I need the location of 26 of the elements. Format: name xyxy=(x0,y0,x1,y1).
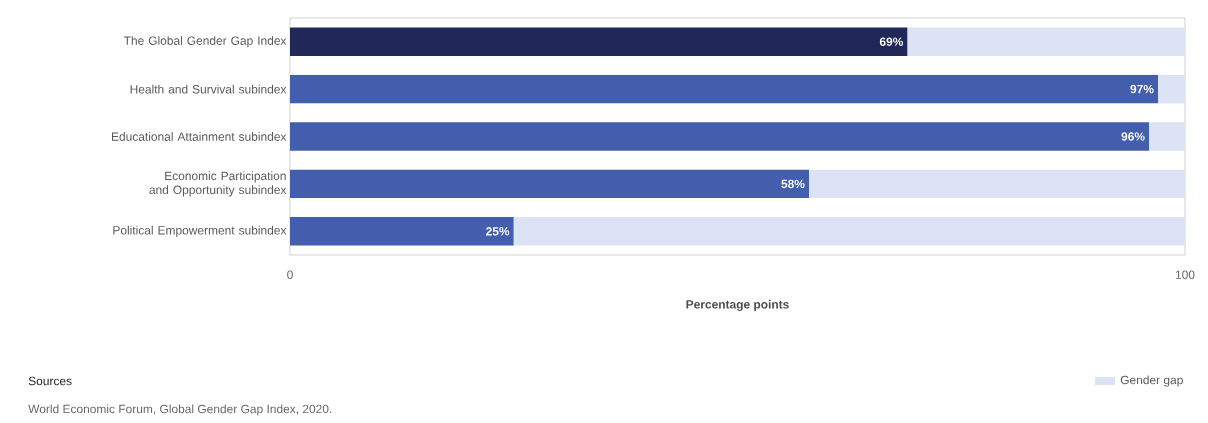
y-tick-label: The Global Gender Gap Index xyxy=(123,36,287,48)
y-tick-label: Educational Attainment subindex xyxy=(112,132,287,141)
bar xyxy=(1149,122,1186,151)
y-tick-label: Economic Participation and Opportunity subindex xyxy=(149,171,287,197)
bar xyxy=(809,169,1186,199)
bar xyxy=(290,122,1150,151)
y-tick-label: Health and Survival subindex xyxy=(130,84,287,94)
x-tick-label: 0 xyxy=(287,270,293,279)
data-label: 69% xyxy=(879,37,904,46)
text: Sources xyxy=(28,376,72,386)
bar xyxy=(290,169,810,199)
y-tick-label: Political Empowerment subindex xyxy=(113,225,287,237)
bar xyxy=(290,217,514,246)
bar xyxy=(513,217,1186,246)
bar xyxy=(1158,74,1186,104)
text: World Economic Forum, Global Gender Gap Index, 2020. xyxy=(28,404,332,416)
data-label: 25% xyxy=(486,227,510,236)
legend-label: Gender gap xyxy=(1120,375,1183,387)
bar xyxy=(290,74,1159,104)
data-label: 97% xyxy=(1130,84,1154,94)
bar xyxy=(907,27,1186,56)
x-tick-label: 100 xyxy=(1175,270,1195,279)
x-axis-title: Percentage points xyxy=(686,299,789,312)
bar xyxy=(290,27,908,56)
data-label: 96% xyxy=(1121,132,1145,141)
data-label: 58% xyxy=(781,179,805,189)
